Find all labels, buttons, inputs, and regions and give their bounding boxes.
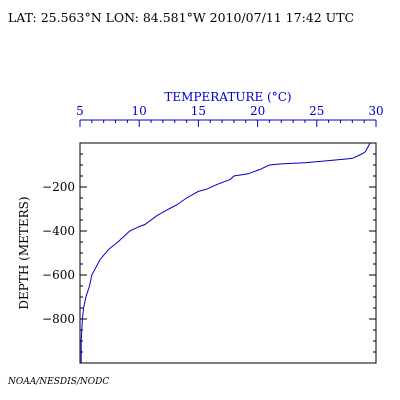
y-tick-label: −400 [42, 224, 75, 238]
y-tick-label: −800 [42, 312, 75, 326]
data-source-credit: NOAA/NESDIS/NODC [8, 377, 110, 387]
x-tick-label: 15 [191, 104, 206, 118]
x-tick-label: 30 [368, 104, 383, 118]
x-tick-label: 10 [132, 104, 147, 118]
y-axis-label: DEPTH (METERS) [17, 196, 31, 309]
location-time-header: LAT: 25.563°N LON: 84.581°W 2010/07/11 1… [8, 10, 355, 25]
x-tick-label: 20 [250, 104, 265, 118]
plot-frame [79, 142, 377, 364]
y-axis-ticks: −200 −400 −600 −800 [42, 153, 376, 353]
y-tick-label: −600 [42, 268, 75, 282]
y-tick-label: −200 [42, 180, 75, 194]
x-axis-label: TEMPERATURE (°C) [164, 90, 291, 104]
temperature-profile-line [80, 142, 371, 363]
x-axis-ticks: 5 10 15 20 25 30 [76, 104, 384, 127]
x-tick-label: 25 [309, 104, 324, 118]
x-tick-label: 5 [76, 104, 84, 118]
